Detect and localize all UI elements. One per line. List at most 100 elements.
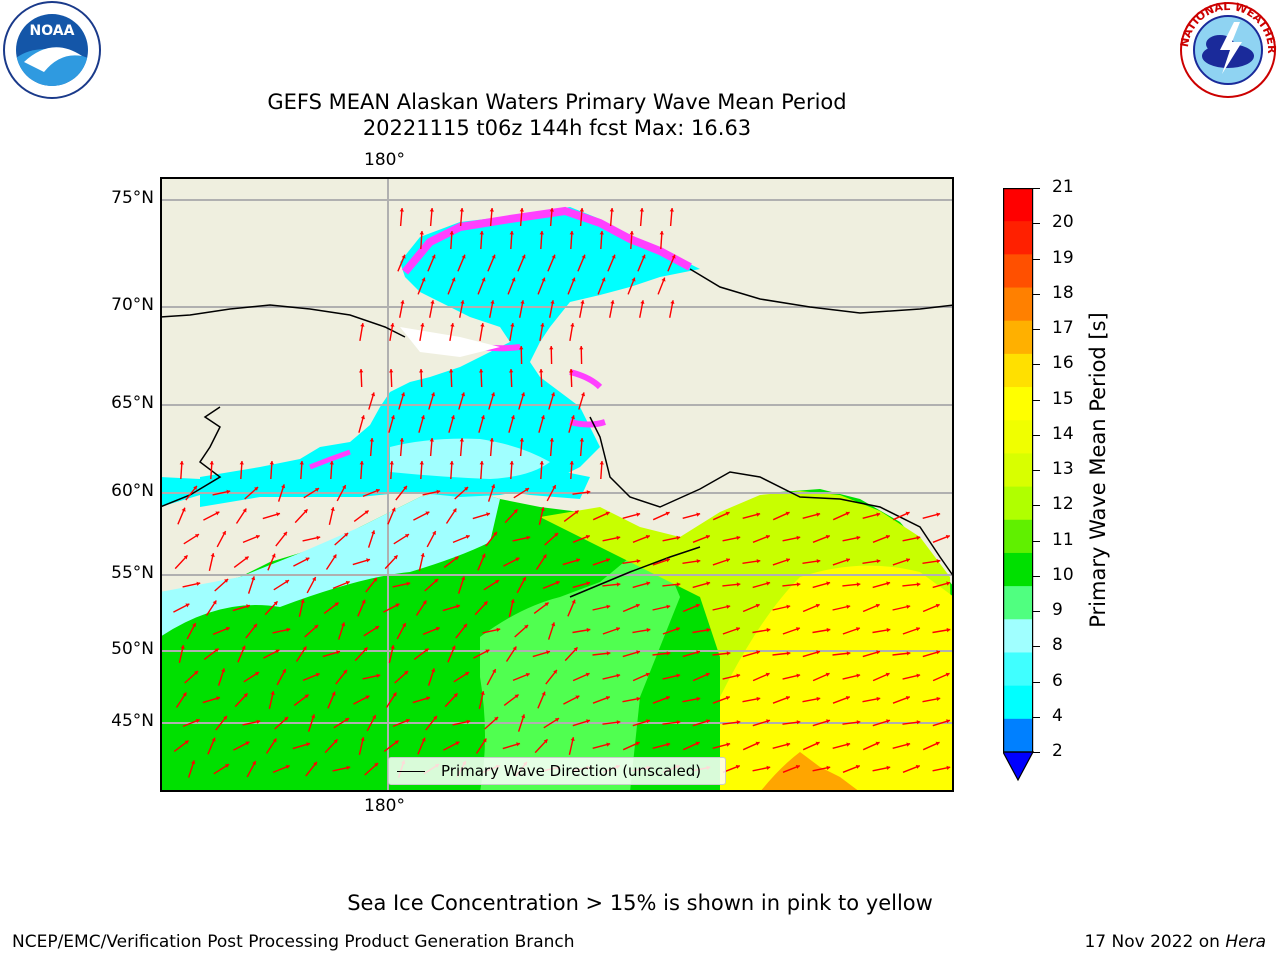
wave-arrow-head — [676, 720, 681, 725]
wave-arrow-head — [945, 672, 950, 677]
colorbar-tick-mark — [1033, 293, 1040, 295]
wave-arrow-head — [451, 645, 456, 650]
wave-arrow-head — [193, 485, 197, 490]
colorbar-tick-label: 9 — [1052, 600, 1063, 620]
wave-arrow-head — [696, 696, 701, 702]
wave-arrow-head — [454, 556, 459, 561]
wave-arrow-head — [514, 694, 519, 699]
wave-arrow-head — [285, 764, 290, 769]
wave-arrow-head — [539, 231, 544, 235]
wave-arrow-head — [255, 672, 259, 676]
wave-arrow-head — [391, 507, 396, 512]
wave-arrow-head — [271, 553, 276, 558]
colorbar-tick-label: 14 — [1052, 423, 1074, 444]
wave-arrow-head — [453, 693, 458, 698]
wave-arrow-head — [312, 577, 316, 581]
wave-arrow-head — [543, 739, 548, 744]
arctic-water — [200, 206, 700, 507]
wave-arrow-head — [646, 627, 651, 633]
wave-arrow-head — [856, 627, 860, 632]
wave-arrow-head — [245, 741, 250, 746]
wave-arrow-head — [826, 627, 831, 633]
wave-arrow-head — [254, 487, 259, 491]
wave-arrow-head — [825, 672, 830, 677]
wave-arrow-head — [646, 581, 651, 586]
wave-arrow-head — [389, 461, 394, 465]
wave-arrow-head — [420, 323, 425, 327]
wave-arrow-head — [946, 719, 950, 724]
wave-arrow-head — [375, 626, 379, 630]
wave-arrow-head — [885, 534, 890, 539]
wave-arrow-head — [211, 737, 216, 742]
wave-arrow-head — [491, 484, 496, 489]
wave-arrow-head — [616, 720, 621, 725]
wave-arrow-head — [334, 602, 339, 607]
wave-arrow-head — [364, 510, 369, 515]
wave-arrow-head — [526, 535, 531, 540]
wave-arrow-head — [465, 534, 470, 539]
wave-arrow-head — [906, 651, 911, 656]
wave-arrow-head — [706, 719, 710, 724]
wave-arrow-head — [479, 369, 484, 373]
colorbar-swatch — [1003, 420, 1033, 454]
wave-arrow-head — [343, 669, 347, 674]
wave-arrow-head — [449, 369, 454, 373]
wave-arrow-head — [420, 553, 425, 557]
wave-arrow-head — [669, 208, 674, 212]
wave-arrow-head — [283, 531, 287, 536]
colorbar — [1001, 188, 1043, 783]
wave-arrow-head — [570, 737, 575, 741]
wave-arrow-head — [946, 581, 951, 586]
wave-arrow-head — [875, 741, 880, 746]
wave-arrow-head — [676, 535, 681, 540]
wave-arrow-head — [276, 512, 280, 517]
wave-arrow-head — [906, 558, 910, 563]
wave-arrow-head — [433, 715, 437, 720]
wave-arrow-head — [300, 599, 305, 603]
wave-arrow-head — [736, 582, 741, 587]
wave-arrow-head — [616, 627, 620, 632]
wave-arrow-head — [541, 691, 546, 696]
wave-arrow-head — [210, 553, 215, 557]
wave-arrow-head — [726, 651, 731, 656]
wave-arrow-head — [212, 600, 217, 605]
wave-arrow-head — [275, 649, 280, 654]
wave-arrow-head — [601, 277, 606, 282]
wave-arrow-head — [223, 715, 227, 720]
wave-arrow-head — [371, 392, 376, 397]
wave-arrow-head — [509, 461, 514, 465]
wave-arrow-head — [581, 254, 586, 259]
wave-arrow-head — [846, 558, 850, 563]
wave-arrow-head — [539, 461, 544, 465]
wave-arrow-head — [282, 669, 286, 673]
colorbar-tick-label: 21 — [1052, 177, 1074, 197]
wave-arrow-head — [915, 764, 920, 769]
wave-arrow-head — [846, 604, 851, 609]
wave-arrow-head — [425, 511, 430, 516]
wave-arrow-head — [636, 559, 641, 564]
wave-arrow-head — [306, 742, 310, 747]
wave-arrow-head — [393, 555, 398, 560]
wave-arrow-head — [214, 648, 219, 653]
wave-arrow-head — [450, 323, 455, 327]
wave-arrow-head — [395, 603, 400, 608]
wave-arrow-head — [585, 672, 590, 677]
wave-arrow-head — [705, 534, 710, 539]
wave-arrow-head — [666, 651, 671, 656]
wave-arrow-head — [906, 742, 911, 747]
colorbar-tick-label: 8 — [1052, 635, 1063, 656]
wave-arrow-head — [316, 535, 321, 540]
wave-arrow-head — [666, 558, 670, 563]
wave-arrow-head — [359, 461, 364, 465]
wave-arrow-head — [465, 672, 469, 676]
wave-arrow-head — [636, 512, 641, 517]
colorbar-extend-arrow — [1001, 751, 1035, 782]
wave-arrow-head — [485, 649, 490, 654]
colorbar-tick-mark — [1033, 752, 1040, 753]
wave-arrow-head — [345, 718, 349, 722]
wave-arrow-head — [736, 720, 741, 725]
colorbar-tick-label: 10 — [1052, 564, 1074, 585]
wave-arrow-head — [520, 300, 525, 304]
colorbar-tick-label: 2 — [1052, 741, 1063, 761]
wave-arrow-head — [243, 693, 248, 698]
